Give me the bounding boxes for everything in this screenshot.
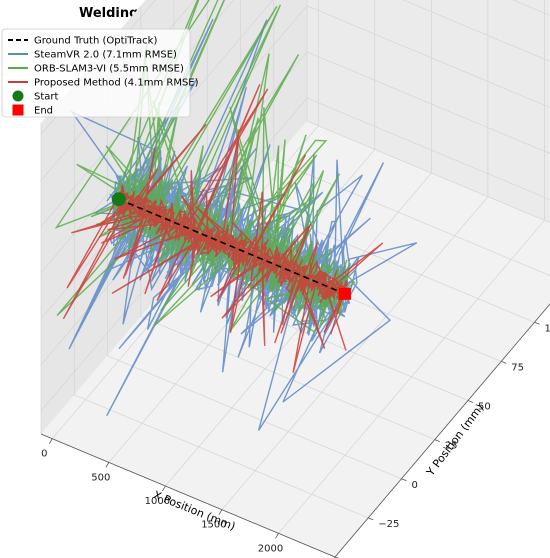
back-pane xyxy=(307,0,550,223)
z-gridline xyxy=(40,0,550,227)
x-tick-mark xyxy=(275,533,279,539)
x-tick-mark xyxy=(218,509,223,515)
x-tick-label: 500 xyxy=(91,472,110,483)
y-tick-label: 25 xyxy=(445,441,458,452)
series-layer xyxy=(54,0,418,431)
x-tick-label: 2000 xyxy=(258,543,283,554)
legend-label: Proposed Method (4.1mm RMSE) xyxy=(34,78,199,89)
y-tick-mark xyxy=(501,361,507,364)
x-tick-label: 1500 xyxy=(201,520,226,531)
legend-label: End xyxy=(34,106,53,117)
legend-swatch xyxy=(12,90,24,102)
legend: Ground Truth (OptiTrack) SteamVR 2.0 (7.1… xyxy=(1,28,199,118)
series-line xyxy=(62,84,384,373)
end-marker xyxy=(338,287,351,300)
tick-labels: 05001000150020002500−50−2502550751001251… xyxy=(41,321,550,558)
legend-box xyxy=(1,28,191,118)
y-tick-label: 50 xyxy=(478,402,491,413)
start-marker xyxy=(111,192,126,207)
legend-label: Start xyxy=(34,92,59,103)
legend-swatch xyxy=(12,104,24,116)
x-tick-label: 1000 xyxy=(145,496,170,507)
x-tick-label: 0 xyxy=(41,449,47,460)
y-tick-mark xyxy=(401,478,407,482)
x-tick-mark xyxy=(48,438,53,444)
y-tick-mark xyxy=(368,517,374,521)
marker-layer xyxy=(111,192,351,300)
legend-label: ORB-SLAM3-VI (5.5mm RMSE) xyxy=(34,64,184,75)
z-gridline xyxy=(40,97,550,412)
x-tick-mark xyxy=(162,485,166,492)
legend-label: Ground Truth (OptiTrack) xyxy=(34,36,157,47)
y-tick-label: 100 xyxy=(545,323,550,334)
ground-truth-line xyxy=(118,198,346,295)
y-tick-mark xyxy=(434,439,440,442)
y-tick-mark xyxy=(534,321,540,325)
y-tick-label: 75 xyxy=(511,362,524,373)
floor-pane xyxy=(41,121,550,557)
legend-label: SteamVR 2.0 (7.1mm RMSE) xyxy=(34,50,177,61)
y-tick-label: 0 xyxy=(412,480,418,491)
y-tick-label: −25 xyxy=(378,519,399,530)
y-gridline xyxy=(306,0,550,224)
y-tick-mark xyxy=(334,556,339,558)
x-axis-line xyxy=(40,433,336,558)
y-tick-mark xyxy=(467,400,474,403)
y-gridline xyxy=(240,0,535,323)
y-gridline xyxy=(273,0,550,277)
x-tick-mark xyxy=(105,462,110,468)
